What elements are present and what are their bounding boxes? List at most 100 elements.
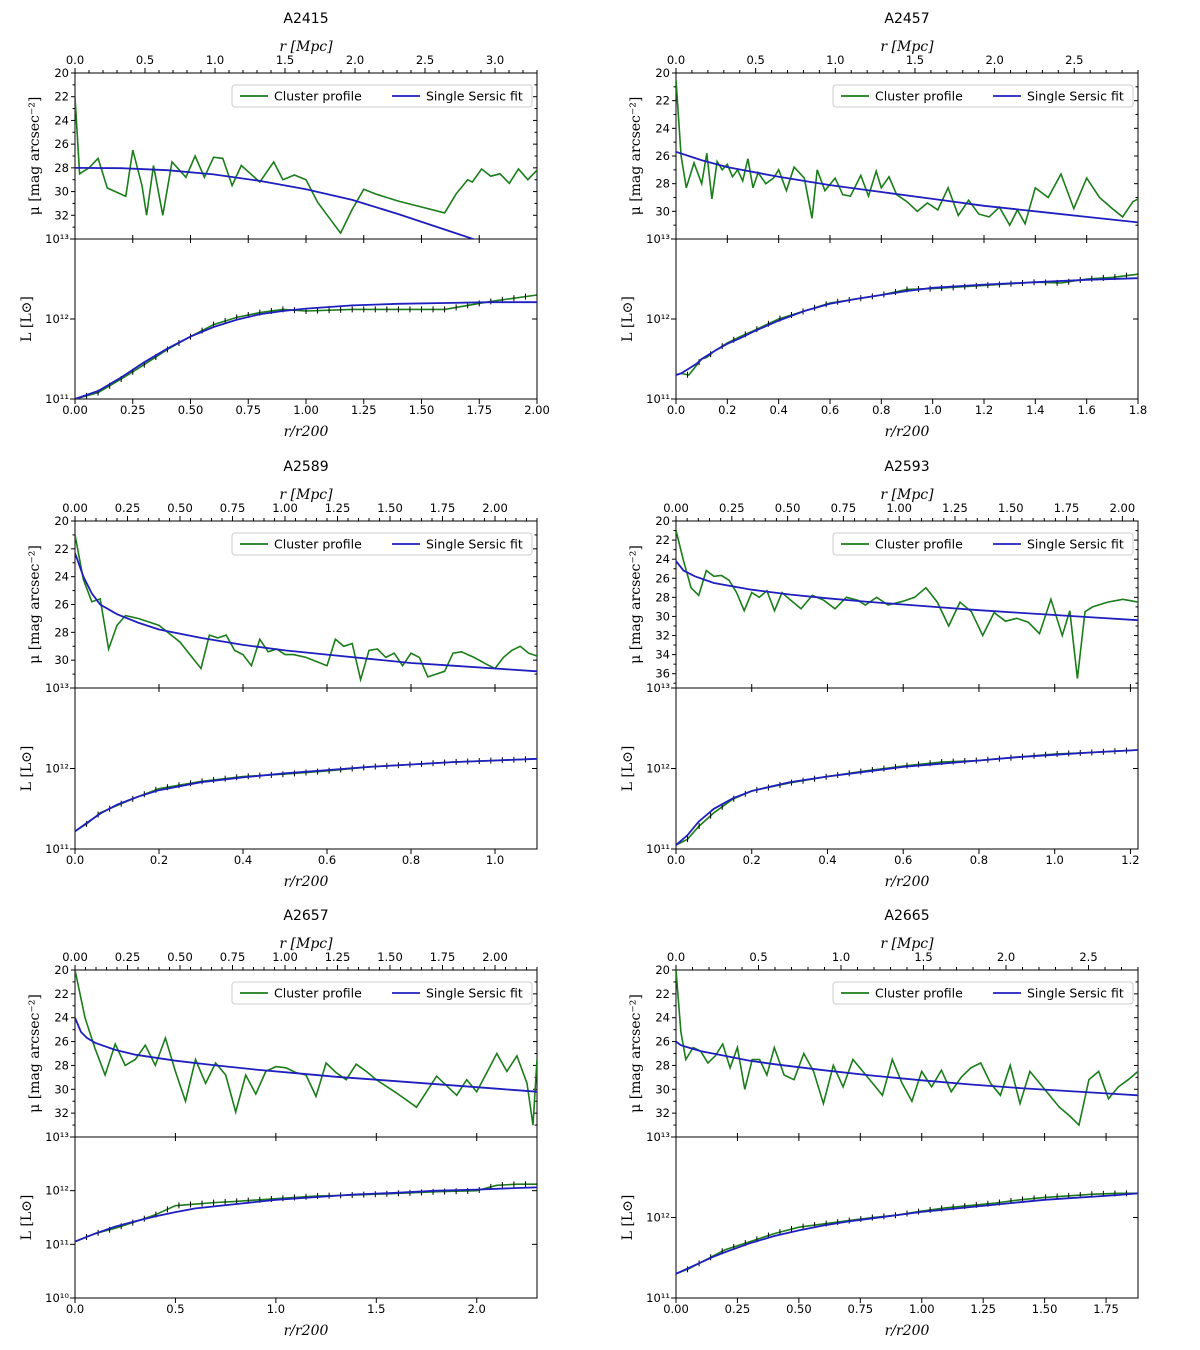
x-tick-label: 0.50 (786, 1302, 812, 1316)
x-tick-label: 0.6 (318, 853, 336, 867)
L-axes-frame (675, 238, 1139, 400)
legend-label-cluster: Cluster profile (274, 89, 362, 104)
sersic-fit-mu-line (75, 552, 537, 673)
legend-label-sersic: Single Sersic fit (1027, 89, 1124, 104)
x-tick-label: 0.5 (166, 1302, 184, 1316)
x-tick-label: 1.25 (970, 1302, 996, 1316)
panel-A2457: A2457 r [Mpc] r/r200 0.0 0.5 1.0 1.5 2.0 2.5 0.0 0… (620, 11, 1147, 440)
mu-y-tick-label: 20 (655, 963, 670, 977)
legend-box (832, 532, 1134, 556)
x-axis-label: r/r200 (284, 1323, 329, 1339)
panel-A2665: A2665 r [Mpc] r/r200 0.0 0.5 1.0 1.5 2.0 2.5 0.00… (620, 908, 1139, 1339)
x-tick-label: 1.00 (293, 403, 319, 417)
L-axes-frame (74, 687, 538, 850)
L-y-tick-label: 10¹³ (45, 232, 69, 246)
x-tick-label: 0.50 (178, 403, 204, 417)
x-tick-label: 0.4 (234, 853, 252, 867)
top-x-tick-label: 1.25 (325, 950, 351, 964)
top-x-axis-label: r [Mpc] (279, 39, 333, 55)
legend-label-cluster: Cluster profile (875, 537, 963, 552)
mu-y-tick-label: 24 (54, 113, 69, 127)
x-tick-label: 0.4 (818, 853, 836, 867)
x-tick-label: 1.6 (1078, 403, 1096, 417)
mu-y-tick-label: 24 (655, 552, 670, 566)
legend-box (832, 84, 1134, 108)
L-axes-frame (675, 1136, 1139, 1299)
sersic-fit-L-line (676, 749, 1138, 846)
legend-label-cluster: Cluster profile (875, 89, 963, 104)
mu-y-axis-label: μ [mag arcsec⁻²] (628, 545, 644, 664)
L-y-axis-label: L [L⊙] (620, 296, 636, 342)
mu-y-tick-label: 20 (655, 66, 670, 80)
x-tick-label: 0.0 (667, 853, 685, 867)
x-axis-label: r/r200 (284, 424, 329, 440)
mu-y-tick-label: 26 (54, 1035, 69, 1049)
legend-label-sersic: Single Sersic fit (1027, 986, 1124, 1001)
top-x-tick-label: 1.75 (430, 950, 456, 964)
mu-y-tick-label: 24 (54, 1011, 69, 1025)
top-x-tick-label: 0.0 (667, 53, 685, 67)
top-x-tick-label: 2.0 (346, 53, 364, 67)
legend-label-cluster: Cluster profile (274, 986, 362, 1001)
x-tick-label: 0.0 (667, 403, 685, 417)
mu-y-tick-label: 22 (655, 987, 670, 1001)
top-x-tick-label: 1.0 (826, 53, 844, 67)
top-x-tick-label: 0.25 (115, 501, 141, 515)
top-x-tick-label: 1.00 (272, 501, 298, 515)
top-x-axis-label: r [Mpc] (279, 487, 333, 503)
mu-y-axis-label: μ [mag arcsec⁻²] (27, 97, 43, 216)
mu-y-tick-label: 28 (655, 590, 670, 604)
sersic-fit-mu-line (676, 150, 1138, 224)
mu-y-tick-label: 28 (54, 625, 69, 639)
top-x-tick-label: 2.00 (482, 950, 508, 964)
x-tick-label: 1.0 (924, 403, 942, 417)
top-x-tick-label: 1.75 (1054, 501, 1080, 515)
mu-y-tick-label: 26 (655, 1035, 670, 1049)
top-x-tick-label: 0.50 (167, 501, 193, 515)
mu-y-tick-label: 28 (54, 1058, 69, 1072)
mu-y-tick-label: 22 (54, 987, 69, 1001)
mu-y-tick-label: 20 (655, 514, 670, 528)
x-tick-label: 0.8 (872, 403, 890, 417)
mu-y-tick-label: 22 (655, 94, 670, 108)
L-y-tick-label: 10¹¹ (45, 842, 69, 856)
mu-y-tick-label: 22 (54, 542, 69, 556)
legend-label-cluster: Cluster profile (274, 537, 362, 552)
top-x-tick-label: 1.00 (886, 501, 912, 515)
top-x-tick-label: 1.5 (906, 53, 924, 67)
x-tick-label: 0.4 (770, 403, 788, 417)
x-axis-label: r/r200 (284, 874, 329, 890)
L-y-tick-label: 10¹¹ (45, 1237, 69, 1251)
mu-y-tick-label: 24 (54, 570, 69, 584)
L-y-tick-label: 10¹² (45, 312, 69, 326)
sersic-fit-L-line (75, 757, 537, 833)
top-x-tick-label: 2.5 (1065, 53, 1083, 67)
top-x-tick-label: 0.00 (663, 501, 689, 515)
panel-A2415: A2415 r [Mpc] r/r200 0.0 0.5 1.0 1.5 2.0 2.5 3.0 0… (19, 11, 550, 440)
sersic-fit-mu-line (676, 560, 1138, 622)
L-y-tick-label: 10¹³ (646, 681, 670, 695)
top-x-axis-label: r [Mpc] (880, 936, 934, 952)
mu-y-tick-label: 24 (655, 121, 670, 135)
panel-title: A2593 (884, 459, 929, 475)
x-tick-label: 0.25 (725, 1302, 751, 1316)
mu-y-tick-label: 30 (54, 1082, 69, 1096)
L-y-axis-label: L [L⊙] (19, 746, 35, 792)
x-tick-label: 2.00 (524, 403, 550, 417)
top-x-axis-label: r [Mpc] (880, 487, 934, 503)
legend-box (231, 84, 533, 108)
cluster-profile-mu-line (75, 96, 537, 235)
mu-y-tick-label: 32 (54, 208, 69, 222)
mu-y-tick-label: 22 (655, 533, 670, 547)
sersic-fit-L-line (75, 301, 537, 399)
top-x-tick-label: 1.5 (276, 53, 294, 67)
mu-y-tick-label: 36 (655, 667, 670, 681)
top-x-tick-label: 1.50 (998, 501, 1024, 515)
x-tick-label: 1.0 (1046, 853, 1064, 867)
L-y-tick-label: 10¹² (45, 762, 69, 776)
L-y-tick-label: 10¹² (646, 312, 670, 326)
x-tick-label: 1.5 (367, 1302, 385, 1316)
sersic-fit-L-line (75, 1186, 537, 1243)
L-y-tick-label: 10¹¹ (646, 1291, 670, 1305)
top-x-tick-label: 2.0 (985, 53, 1003, 67)
